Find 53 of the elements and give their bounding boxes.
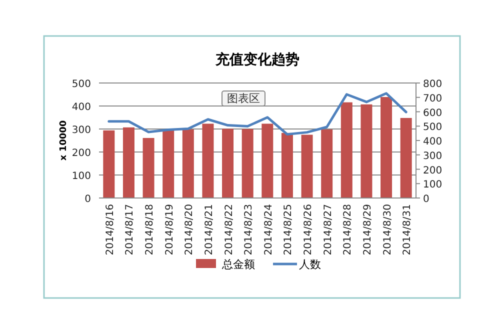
bar [122, 127, 134, 198]
y-axis-title: x 10000 [59, 120, 69, 161]
y2-tick-label: 600 [423, 108, 442, 119]
y2-tick-label: 800 [423, 79, 442, 90]
bar [360, 104, 372, 198]
x-tick-label: 2014/8/25 [283, 204, 294, 256]
y-tick-label: 200 [72, 148, 91, 159]
x-tick-label: 2014/8/17 [124, 204, 136, 256]
y2-tick-label: 100 [423, 180, 442, 191]
bar [103, 130, 115, 198]
bar [202, 124, 214, 198]
legend-label: 总金额 [221, 258, 255, 271]
bar [162, 130, 174, 198]
y2-tick-label: 500 [423, 122, 442, 134]
y-tick-label: 500 [72, 79, 91, 90]
x-tick-label: 2014/8/19 [164, 204, 176, 256]
y-tick-label: 300 [72, 125, 91, 136]
x-tick-label: 2014/8/18 [144, 204, 156, 256]
bar [380, 97, 392, 198]
bar [222, 128, 234, 198]
x-tick-label: 2014/8/21 [204, 204, 215, 256]
y-tick-label: 400 [72, 102, 91, 113]
x-tick-label: 2014/8/20 [184, 204, 196, 256]
y2-tick-label: 400 [423, 136, 442, 148]
x-tick-label: 2014/8/28 [342, 204, 354, 256]
y2-tick-label: 700 [423, 93, 442, 104]
x-tick-label: 2014/8/30 [382, 204, 394, 256]
x-tick-label: 2014/8/16 [104, 204, 116, 256]
y-tick-label: 100 [72, 171, 91, 182]
bar [242, 129, 254, 198]
y2-tick-label: 300 [423, 150, 442, 162]
bar [400, 118, 412, 198]
y2-tick-label: 0 [423, 194, 430, 205]
line-series [108, 92, 408, 136]
y2-tick-label: 200 [423, 165, 442, 176]
bar [281, 132, 293, 198]
legend-label: 人数 [299, 258, 321, 271]
x-tick-label: 2014/8/27 [322, 204, 334, 256]
x-tick-label: 2014/8/23 [244, 204, 255, 256]
x-tick-label: 2014/8/24 [263, 204, 274, 256]
annotation: 图表区 [227, 92, 260, 105]
bar [340, 102, 352, 198]
x-tick-label: 2014/8/31 [402, 204, 414, 256]
bar [142, 138, 154, 198]
x-tick-label: 2014/8/22 [224, 204, 235, 256]
x-tick-label: 2014/8/26 [303, 204, 314, 256]
x-tick-label: 2014/8/29 [362, 204, 374, 256]
bar [262, 124, 274, 198]
y-tick-label: 0 [84, 194, 91, 205]
chart-title: 充值变化趋势 [214, 51, 300, 68]
bar [182, 129, 194, 198]
bar [321, 129, 333, 198]
bar [301, 134, 313, 198]
